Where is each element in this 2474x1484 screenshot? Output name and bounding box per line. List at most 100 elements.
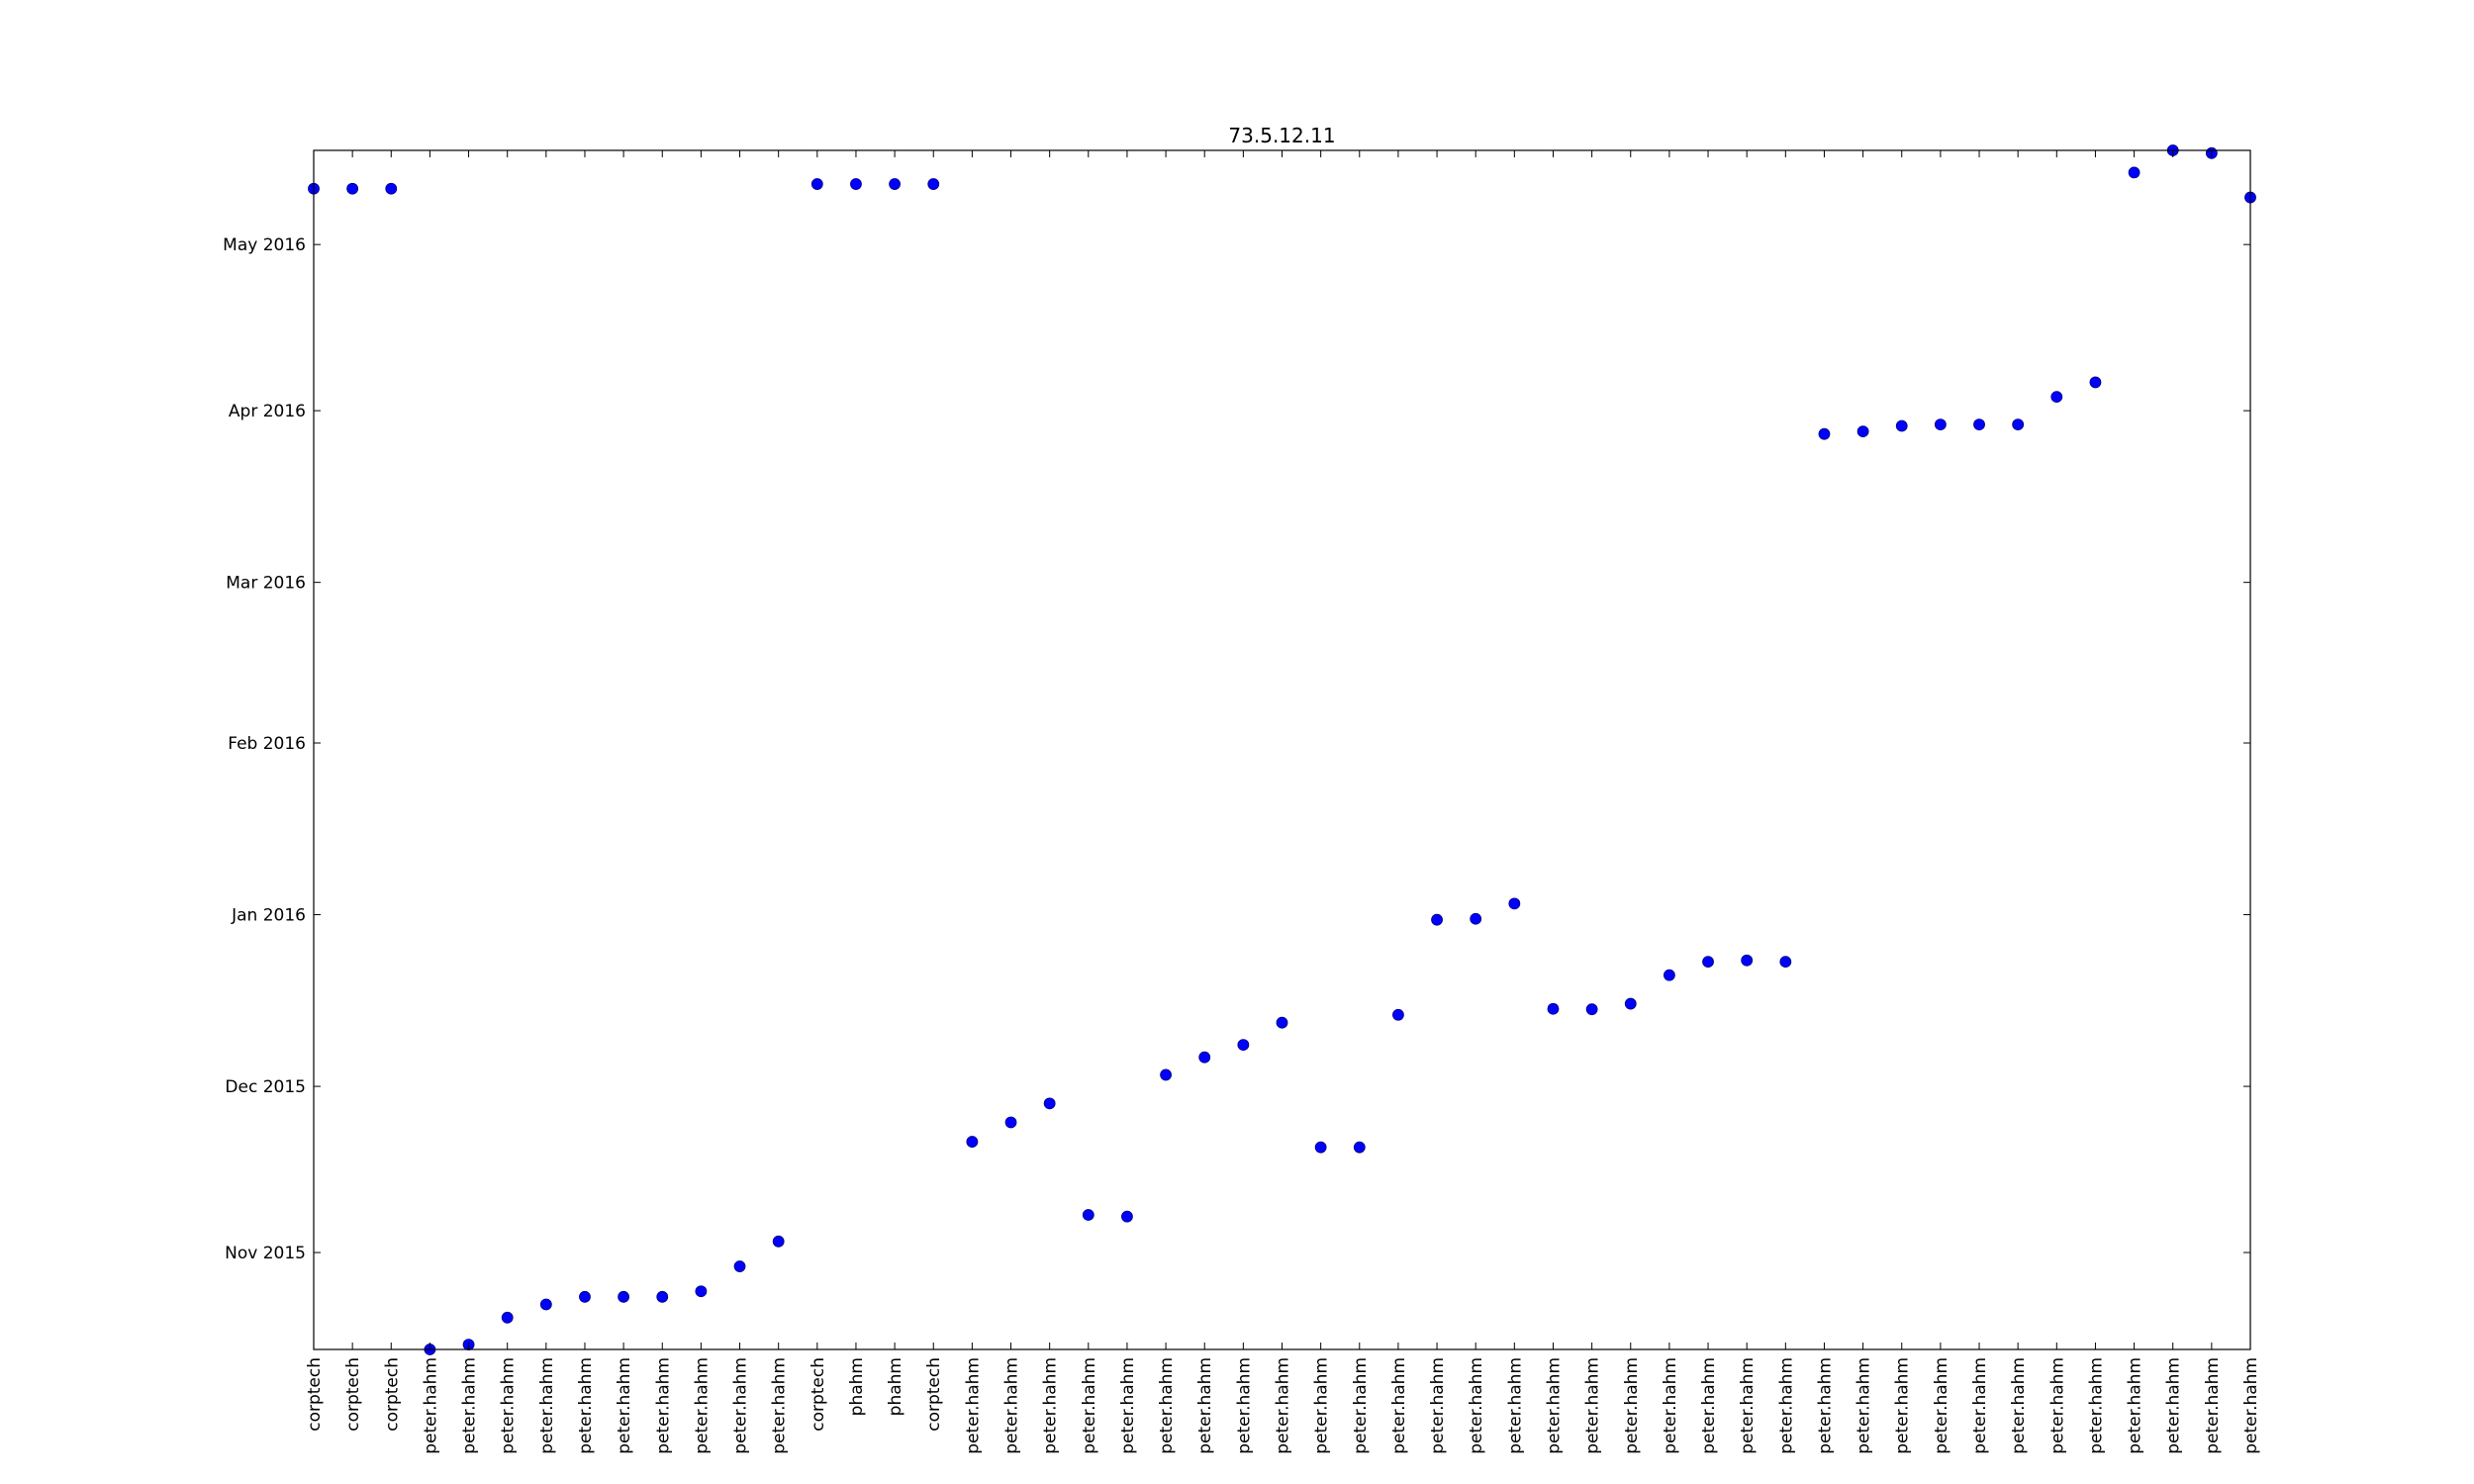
x-tick-label: corptech: [305, 1357, 325, 1432]
x-tick-label: peter.hahm: [2086, 1357, 2106, 1454]
x-tick-label: peter.hahm: [1467, 1357, 1486, 1454]
x-tick-label: peter.hahm: [1893, 1357, 1913, 1454]
x-tick-label: peter.hahm: [1428, 1357, 1448, 1454]
x-tick-label: corptech: [924, 1357, 944, 1432]
data-point: [346, 182, 359, 195]
data-point: [1818, 427, 1831, 440]
data-point: [1082, 1209, 1094, 1221]
data-point: [927, 178, 940, 190]
x-tick-label: peter.hahm: [1195, 1357, 1215, 1454]
data-point: [656, 1290, 669, 1303]
data-point: [1160, 1068, 1172, 1081]
data-point: [1856, 425, 1869, 438]
data-point: [889, 178, 901, 190]
data-point: [1121, 1210, 1133, 1223]
y-tick-label: Nov 2015: [225, 1244, 306, 1263]
x-tick-label: peter.hahm: [1699, 1357, 1719, 1454]
x-tick-label: peter.hahm: [1274, 1357, 1293, 1454]
y-tick-label: May 2016: [223, 235, 306, 255]
data-point: [2012, 418, 2025, 431]
x-tick-label: peter.hahm: [615, 1357, 634, 1454]
x-tick-label: peter.hahm: [2164, 1357, 2184, 1454]
data-point: [1664, 969, 1675, 981]
y-tick-label: Mar 2016: [226, 574, 306, 594]
y-tick-label: Dec 2015: [225, 1077, 306, 1097]
data-point: [501, 1311, 514, 1324]
x-tick-label: peter.hahm: [1118, 1357, 1138, 1454]
x-tick-label: peter.hahm: [1234, 1357, 1254, 1454]
x-tick-label: peter.hahm: [576, 1357, 596, 1454]
data-point: [1973, 418, 1985, 431]
data-point: [1314, 1141, 1327, 1154]
data-point: [1741, 954, 1754, 967]
x-tick-label: peter.hahm: [1583, 1357, 1603, 1454]
x-tick-label: peter.hahm: [1002, 1357, 1022, 1454]
x-tick-label: peter.hahm: [1157, 1357, 1177, 1454]
x-tick-label: peter.hahm: [1815, 1357, 1835, 1454]
y-tick-label: Apr 2016: [229, 402, 306, 421]
data-point: [385, 182, 398, 195]
x-tick-label: peter.hahm: [460, 1357, 480, 1454]
x-tick-label: corptech: [809, 1357, 828, 1432]
data-point: [695, 1285, 708, 1298]
data-point: [733, 1260, 746, 1272]
data-point: [1547, 1002, 1560, 1015]
x-tick-label: phahm: [886, 1357, 905, 1416]
x-tick-label: peter.hahm: [2126, 1357, 2145, 1454]
x-tick-label: peter.hahm: [2241, 1357, 2261, 1454]
data-point: [1004, 1116, 1017, 1129]
data-point: [618, 1290, 630, 1303]
y-axis: Nov 2015 Dec 2015 Jan 2016 Feb 2016 Mar 2016…: [223, 235, 2250, 1263]
y-tick-label: Feb 2016: [228, 734, 306, 754]
x-tick-label: peter.hahm: [1970, 1357, 1990, 1454]
x-tick-label: peter.hahm: [1661, 1357, 1680, 1454]
x-tick-label: peter.hahm: [2047, 1357, 2067, 1454]
data-point: [1276, 1016, 1288, 1029]
data-point: [1043, 1097, 1056, 1110]
x-tick-label: peter.hahm: [2203, 1357, 2223, 1454]
data-point: [1198, 1051, 1211, 1064]
x-tick-label: peter.hahm: [2009, 1357, 2029, 1454]
x-tick-label: peter.hahm: [1505, 1357, 1525, 1454]
x-tick-label: peter.hahm: [1544, 1357, 1564, 1454]
data-point: [1585, 1003, 1598, 1016]
x-tick-label: corptech: [343, 1357, 363, 1432]
data-point: [1392, 1008, 1404, 1021]
x-tick-label: peter.hahm: [1080, 1357, 1099, 1454]
plot-frame: [313, 149, 2251, 1350]
x-tick-label: peter.hahm: [537, 1357, 557, 1454]
x-tick-label: peter.hahm: [963, 1357, 983, 1454]
data-point: [850, 178, 862, 190]
data-point: [2128, 166, 2141, 179]
data-point: [1431, 913, 1443, 926]
x-tick-label: peter.hahm: [1041, 1357, 1061, 1454]
x-tick-label: peter.hahm: [731, 1357, 751, 1454]
y-tick-label: Jan 2016: [231, 906, 306, 926]
data-point: [1895, 419, 1908, 432]
x-tick-label: corptech: [382, 1357, 402, 1432]
data-point: [810, 178, 823, 190]
data-point: [1702, 956, 1714, 969]
x-tick-label: peter.hahm: [421, 1357, 440, 1454]
data-point: [539, 1298, 552, 1311]
data-point: [1624, 997, 1637, 1010]
data-point: [2050, 391, 2063, 404]
x-tick-label: peter.hahm: [1932, 1357, 1951, 1454]
x-tick-label: peter.hahm: [1389, 1357, 1409, 1454]
data-point: [772, 1235, 785, 1248]
x-axis: corptech corptech corptech peter.hahm peter.…: [305, 150, 2261, 1454]
x-tick-label: peter.hahm: [1622, 1357, 1642, 1454]
x-tick-label: peter.hahm: [1351, 1357, 1371, 1454]
x-tick-label: peter.hahm: [499, 1357, 519, 1454]
chart-title: 73.5.12.11: [1228, 124, 1335, 147]
data-point: [579, 1290, 591, 1303]
x-tick-label: peter.hahm: [692, 1357, 712, 1454]
x-tick-label: peter.hahm: [1855, 1357, 1874, 1454]
x-tick-label: peter.hahm: [1738, 1357, 1758, 1454]
data-point: [1470, 912, 1482, 925]
x-tick-label: peter.hahm: [1776, 1357, 1796, 1454]
data-point: [1934, 418, 1947, 431]
data-point: [1353, 1141, 1366, 1154]
data-point: [1779, 956, 1792, 969]
